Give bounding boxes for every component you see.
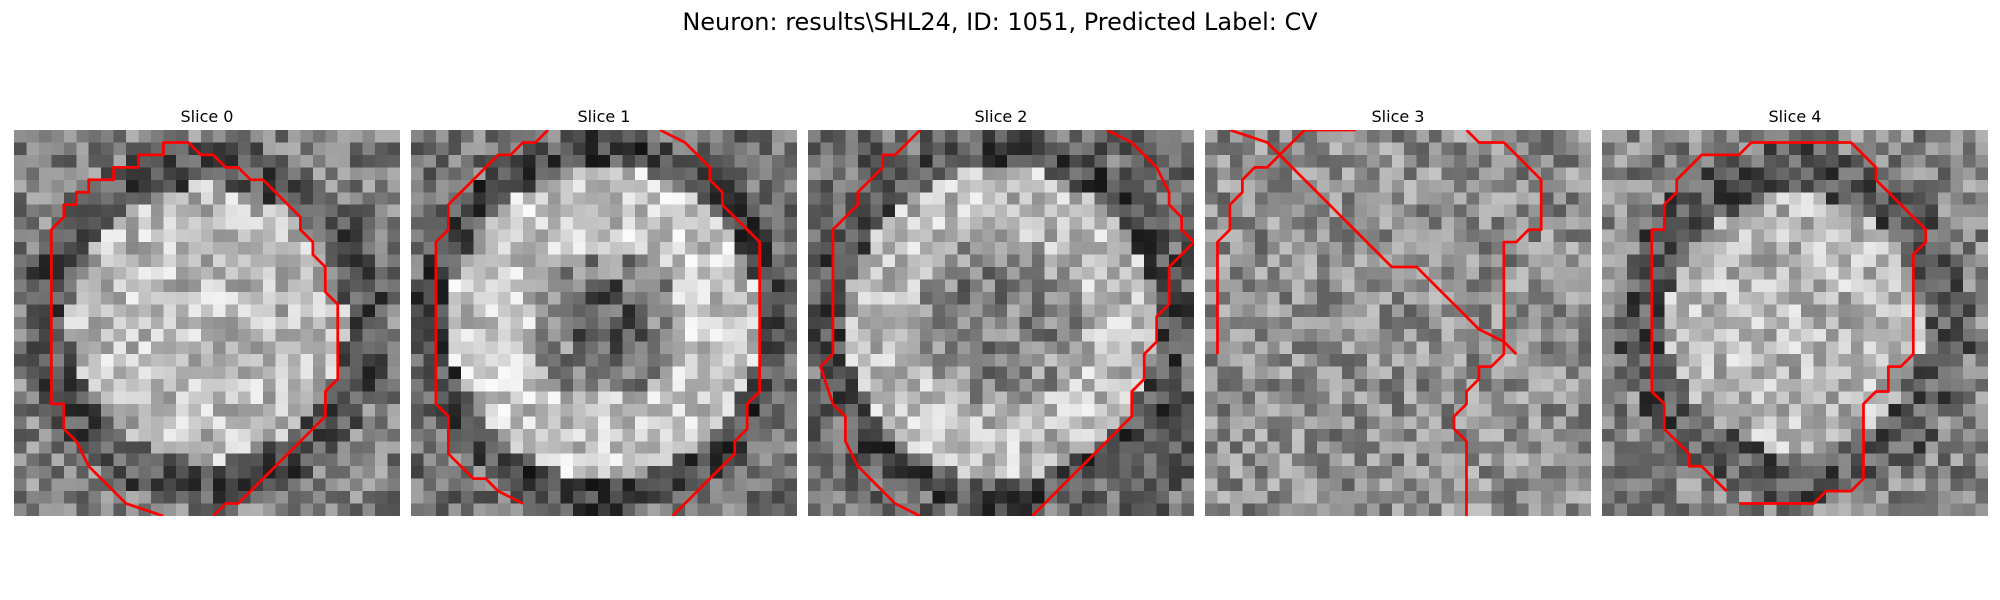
cell-contour [1229, 130, 1518, 356]
slice-panel-4: Slice 4 [1602, 106, 1988, 516]
cell-contour [1216, 130, 1357, 355]
cell-contour [819, 130, 922, 516]
slice-image [1205, 130, 1591, 516]
pixel-grid [411, 130, 797, 516]
slice-panel-2: Slice 2 [808, 106, 1194, 516]
slice-title: Slice 4 [1768, 107, 1822, 126]
pixel-grid [1205, 130, 1591, 516]
slice-image [411, 130, 797, 516]
cell-contour [434, 130, 549, 505]
slice-image [808, 130, 1194, 516]
slice-title: Slice 3 [1371, 107, 1425, 126]
slice-panel-0: Slice 0 [14, 106, 400, 516]
slice-image [1602, 130, 1988, 516]
slice-panel-1: Slice 1 [411, 106, 797, 516]
cell-contour [1031, 130, 1194, 516]
slice-panel-3: Slice 3 [1205, 106, 1591, 516]
cell-contour [1452, 130, 1543, 516]
cell-contour [49, 141, 340, 516]
pixel-grid [1602, 130, 1988, 516]
cell-contour [659, 130, 762, 516]
pixel-grid [14, 130, 400, 516]
slice-title: Slice 2 [974, 107, 1028, 126]
slice-title: Slice 0 [180, 107, 234, 126]
cell-contour [1650, 141, 1928, 505]
figure-title: Neuron: results\SHL24, ID: 1051, Predict… [682, 8, 1318, 36]
slice-image [14, 130, 400, 516]
pixel-grid [808, 130, 1194, 516]
slice-title: Slice 1 [577, 107, 631, 126]
